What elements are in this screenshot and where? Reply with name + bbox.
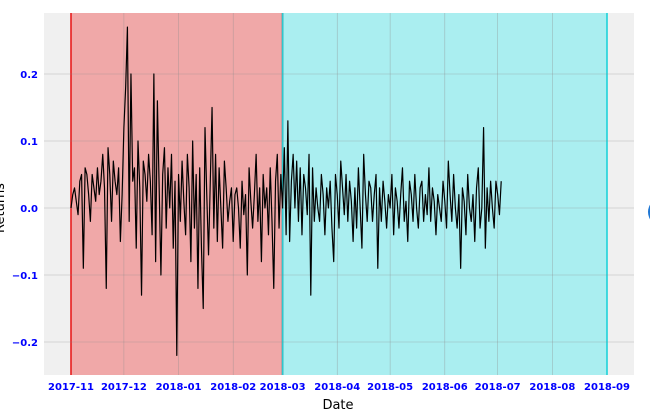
y-tick-label: 0.1	[20, 137, 38, 148]
x-tick-label: 2018-01	[156, 382, 202, 393]
y-tick-label: −0.1	[12, 271, 38, 282]
x-tick-label: 2017-12	[101, 382, 147, 393]
x-tick-label: 2018-06	[422, 382, 468, 393]
y-tick-label: 0.0	[20, 204, 38, 215]
y-tick-label: 0.2	[20, 70, 38, 81]
shaded-regions	[70, 13, 608, 375]
x-tick-label: 2018-08	[529, 382, 575, 393]
x-tick-label: 2017-11	[48, 382, 94, 393]
y-axis-ticks: −0.2 −0.1 0.0 0.1 0.2	[12, 70, 38, 349]
x-tick-label: 2018-04	[314, 382, 360, 393]
x-tick-label: 2018-09	[584, 382, 630, 393]
series-lines	[70, 26, 502, 356]
x-tick-label: 2018-02	[210, 382, 256, 393]
x-tick-label: 2018-07	[475, 382, 521, 393]
y-tick-label: −0.2	[12, 338, 38, 349]
x-tick-label: 2018-05	[367, 382, 413, 393]
x-tick-label: 2018-03	[260, 382, 306, 393]
x-axis-title: Date	[322, 398, 353, 413]
x-axis-ticks: 2017-11 2017-12 2018-01 2018-02 2018-03 2018-…	[48, 382, 630, 393]
series-line-0	[70, 26, 502, 356]
y-axis-title: Returns	[0, 183, 8, 233]
